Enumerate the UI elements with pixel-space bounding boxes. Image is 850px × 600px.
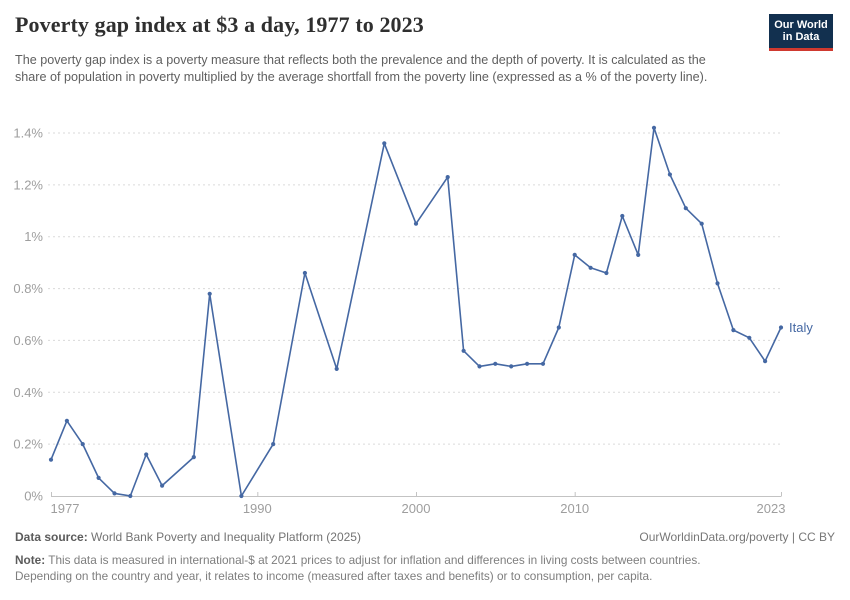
x-tick-label: 2000 — [402, 501, 431, 516]
data-point-marker[interactable] — [445, 175, 450, 180]
data-point-marker[interactable] — [302, 270, 307, 276]
data-point-marker[interactable] — [620, 213, 625, 219]
data-point-marker[interactable] — [588, 265, 593, 270]
y-tick-label: 0.8% — [13, 281, 43, 296]
y-tick-label: 0% — [24, 489, 43, 504]
y-tick-label: 1.4% — [13, 126, 43, 141]
x-tick-label: 2023 — [757, 501, 786, 516]
data-point-marker[interactable] — [651, 125, 657, 130]
chart-note: Note: This data is measured in internati… — [15, 552, 837, 584]
data-point-marker[interactable] — [96, 475, 101, 480]
data-point-marker[interactable] — [604, 270, 609, 276]
owid-logo[interactable]: Our World in Data — [769, 14, 833, 51]
series-end-label[interactable]: Italy — [789, 320, 813, 335]
data-point-marker[interactable] — [144, 452, 149, 457]
data-point-marker[interactable] — [778, 325, 784, 330]
data-point-marker[interactable] — [128, 493, 133, 499]
x-tick-label: 1977 — [51, 501, 80, 516]
data-point-marker[interactable] — [334, 366, 339, 371]
y-tick-label: 1% — [24, 229, 43, 244]
license-link[interactable]: OurWorldinData.org/poverty | CC BY — [639, 530, 835, 544]
data-point-marker[interactable] — [461, 348, 466, 353]
data-point-marker[interactable] — [715, 281, 720, 286]
data-point-marker[interactable] — [683, 206, 688, 211]
data-point-marker[interactable] — [667, 172, 673, 177]
data-point-marker[interactable] — [80, 442, 85, 447]
chart-subtitle: The poverty gap index is a poverty measu… — [15, 53, 708, 84]
data-point-marker[interactable] — [413, 221, 419, 226]
data-point-marker[interactable] — [112, 491, 117, 496]
data-point-marker[interactable] — [556, 325, 561, 330]
y-tick-label: 0.6% — [13, 333, 43, 348]
data-source-value: World Bank Poverty and Inequality Platfo… — [91, 530, 361, 544]
data-point-marker[interactable] — [763, 359, 768, 364]
y-tick-label: 0.2% — [13, 437, 43, 452]
data-point-marker[interactable] — [636, 252, 641, 257]
y-tick-label: 1.2% — [13, 177, 43, 192]
data-point-marker[interactable] — [160, 483, 165, 488]
data-point-marker[interactable] — [382, 141, 387, 146]
data-source-label: Data source: — [15, 530, 88, 544]
y-tick-label: 0.4% — [13, 385, 43, 400]
data-point-marker[interactable] — [525, 361, 530, 366]
data-point-marker[interactable] — [540, 361, 546, 366]
data-point-marker[interactable] — [493, 361, 498, 366]
data-point-marker[interactable] — [48, 457, 54, 462]
data-point-marker[interactable] — [477, 364, 482, 369]
owid-logo-line2: in Data — [782, 31, 820, 43]
series-line[interactable] — [50, 127, 782, 497]
line-chart[interactable]: 0% 0.2% 0.4% 0.6% 0.8% 1% 1.2% 1.4% 1977 1990 2000… — [0, 0, 850, 524]
note-text-line2: Depending on the country and year, it re… — [15, 569, 653, 583]
data-point-marker[interactable] — [239, 493, 244, 499]
data-point-marker[interactable] — [271, 442, 276, 447]
data-point-marker[interactable] — [699, 221, 704, 226]
data-point-marker[interactable] — [731, 328, 736, 333]
data-source: Data source: World Bank Poverty and Ineq… — [15, 530, 361, 544]
data-point-marker[interactable] — [207, 291, 212, 296]
page-title: Poverty gap index at $3 a day, 1977 to 2… — [15, 12, 424, 37]
data-point-marker[interactable] — [64, 418, 69, 423]
data-point-marker[interactable] — [191, 455, 196, 460]
x-tick-label: 2010 — [560, 501, 589, 516]
data-point-marker[interactable] — [747, 335, 752, 340]
x-tick-label: 1990 — [243, 501, 272, 516]
owid-logo-line1: Our World — [774, 19, 828, 31]
data-point-marker[interactable] — [572, 252, 577, 257]
data-point-marker[interactable] — [509, 364, 514, 369]
note-text-line1: This data is measured in international-$… — [48, 553, 701, 567]
note-label: Note: — [15, 553, 46, 567]
